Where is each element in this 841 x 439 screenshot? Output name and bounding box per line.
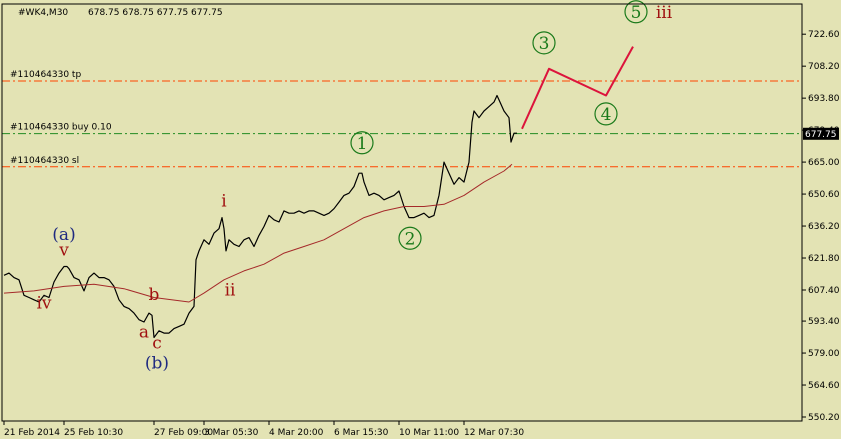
y-tick-label: 636.20 — [808, 222, 840, 232]
current-price-tag — [803, 127, 839, 140]
wave-circle — [594, 102, 618, 126]
y-tick-label: 579.00 — [808, 349, 840, 359]
x-tick-label: 25 Feb 10:30 — [64, 428, 123, 438]
y-tick-label: 693.80 — [808, 94, 840, 104]
x-tick-label: 12 Mar 07:30 — [464, 428, 524, 438]
y-tick-label: 708.20 — [808, 62, 840, 72]
symbol-timeframe-label: #WK4,M30 — [18, 8, 68, 18]
wave-label: iv — [36, 294, 51, 314]
wave-label: 4 — [601, 105, 612, 125]
wave-label: (b) — [145, 354, 169, 374]
order-line-label-tp: #110464330 tp — [10, 70, 81, 80]
y-tick-label: 650.60 — [808, 190, 840, 200]
chart-header: #WK4,M30 678.75 678.75 677.75 677.75 — [18, 8, 223, 18]
wave-label: a — [139, 323, 149, 343]
wave-label: i — [221, 192, 227, 212]
wave-label: iii — [656, 3, 673, 23]
y-tick-label: 607.40 — [808, 286, 840, 296]
x-tick-label: 21 Feb 2014 — [4, 428, 60, 438]
y-tick-label: 722.60 — [808, 30, 840, 40]
wave-label: ii — [225, 280, 236, 300]
wave-circle — [398, 226, 422, 250]
y-tick-label: 621.80 — [808, 254, 840, 264]
ohlc-readout: 678.75 678.75 677.75 677.75 — [88, 8, 223, 18]
y-tick-label: 564.60 — [808, 381, 840, 391]
wave-circle — [624, 0, 648, 24]
x-tick-label: 27 Feb 09:00 — [154, 428, 213, 438]
wave-circle — [350, 131, 374, 155]
moving-average-line — [3, 163, 513, 303]
wave-label: 2 — [405, 229, 416, 249]
wave-label: c — [152, 334, 162, 354]
forecast-path — [521, 46, 634, 130]
x-tick-label: 4 Mar 20:00 — [269, 428, 324, 438]
wave-label: 1 — [357, 134, 368, 154]
axes-layer: 722.60708.20693.80679.40665.00650.60636.… — [1, 3, 840, 438]
series-layer — [3, 46, 634, 339]
wave-label: (a) — [52, 225, 75, 245]
wave-label: 5 — [631, 3, 642, 23]
x-tick-label: 10 Mar 11:00 — [399, 428, 459, 438]
x-tick-label: 3 Mar 05:30 — [204, 428, 259, 438]
y-tick-label: 593.40 — [808, 317, 840, 327]
order-lines-layer: #110464330 tp #110464330 buy 0.10 #1104643… — [2, 70, 802, 168]
price-line — [3, 94, 517, 339]
x-tick-label: 6 Mar 15:30 — [334, 428, 389, 438]
plot-frame — [1, 3, 803, 422]
wave-label: v — [58, 240, 69, 260]
order-line-label-sl: #110464330 sl — [10, 156, 79, 166]
current-price-label: 677.75 — [805, 130, 837, 140]
order-line-label-buy: #110464330 buy 0.10 — [10, 123, 112, 133]
wave-circle — [532, 31, 556, 55]
y-tick-label: 550.20 — [808, 413, 840, 423]
wave-label: b — [149, 285, 160, 305]
wave-label: 3 — [539, 34, 550, 54]
y-tick-label: 665.00 — [808, 158, 840, 168]
